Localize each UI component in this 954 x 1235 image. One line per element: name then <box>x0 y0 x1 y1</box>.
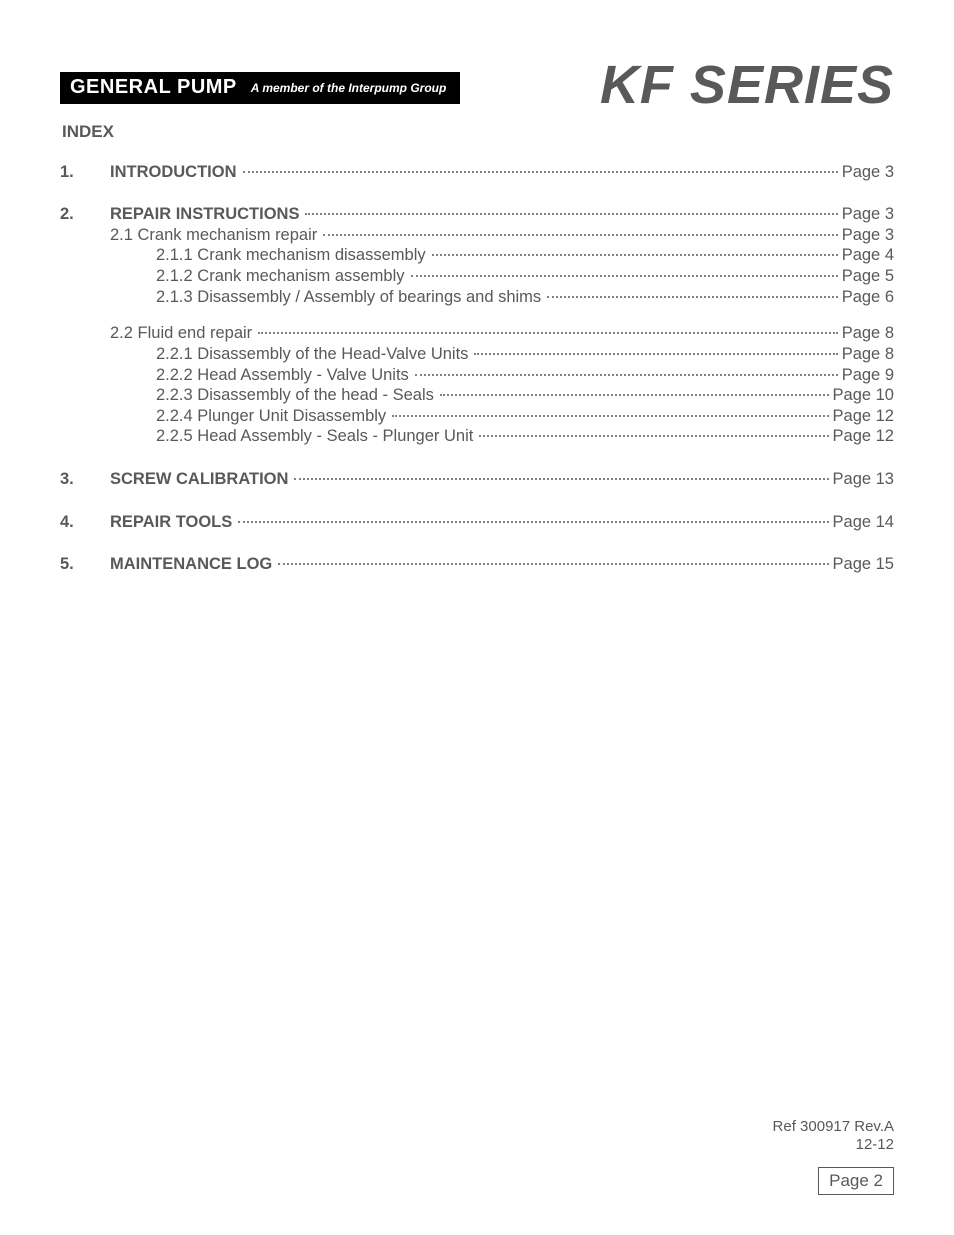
toc-label: 2.1.3 Disassembly / Assembly of bearings… <box>156 287 541 308</box>
series-title: KF SERIES <box>600 61 894 110</box>
brand-bar: GENERAL PUMP A member of the Interpump G… <box>60 72 460 104</box>
toc-page: Page 3 <box>842 225 894 246</box>
toc-leader-dots <box>238 521 828 523</box>
toc-number: 3. <box>60 469 110 490</box>
toc-label: 2.2.1 Disassembly of the Head-Valve Unit… <box>156 344 468 365</box>
toc-label: 2.1 Crank mechanism repair <box>110 225 317 246</box>
toc-gap <box>60 307 894 323</box>
toc-row: 2.2.3 Disassembly of the head - Seals Pag… <box>60 385 894 406</box>
toc-body: 2.1.1 Crank mechanism disassembly Page 4 <box>110 245 894 266</box>
header-row: GENERAL PUMP A member of the Interpump G… <box>60 55 894 104</box>
toc-label: MAINTENANCE LOG <box>110 554 272 575</box>
toc-number: 4. <box>60 512 110 533</box>
brand-tagline: A member of the Interpump Group <box>251 81 447 95</box>
toc-page: Page 8 <box>842 323 894 344</box>
toc-label: 2.2.2 Head Assembly - Valve Units <box>156 365 409 386</box>
toc-number: 1. <box>60 162 110 183</box>
toc-leader-dots <box>305 213 837 215</box>
toc-row: 4.REPAIR TOOLS Page 14 <box>60 512 894 533</box>
toc-row: 2.1 Crank mechanism repair Page 3 <box>60 225 894 246</box>
toc-label: 2.2.4 Plunger Unit Disassembly <box>156 406 386 427</box>
toc-page: Page 3 <box>842 204 894 225</box>
toc-leader-dots <box>479 435 828 437</box>
toc-label: INTRODUCTION <box>110 162 237 183</box>
toc-leader-dots <box>294 478 828 480</box>
table-of-contents: 1.INTRODUCTIONPage 32.REPAIR INSTRUCTION… <box>60 162 894 575</box>
toc-row: 2.2 Fluid end repair Page 8 <box>60 323 894 344</box>
toc-gap <box>60 490 894 512</box>
footer: Ref 300917 Rev.A 12-12 Page 2 <box>773 1118 894 1196</box>
toc-page: Page 13 <box>833 469 894 490</box>
toc-gap <box>60 182 894 204</box>
toc-label: 2.2.3 Disassembly of the head - Seals <box>156 385 434 406</box>
toc-leader-dots <box>258 332 838 334</box>
toc-body: 2.2.5 Head Assembly - Seals - Plunger Un… <box>110 426 894 447</box>
toc-body: MAINTENANCE LOG Page 15 <box>110 554 894 575</box>
toc-page: Page 5 <box>842 266 894 287</box>
toc-page: Page 9 <box>842 365 894 386</box>
toc-gap <box>60 447 894 469</box>
toc-body: 2.1.2 Crank mechanism assembly Page 5 <box>110 266 894 287</box>
toc-label: 2.2 Fluid end repair <box>110 323 252 344</box>
toc-row: 2.2.4 Plunger Unit Disassembly Page 12 <box>60 406 894 427</box>
toc-body: 2.2.4 Plunger Unit Disassembly Page 12 <box>110 406 894 427</box>
toc-label: 2.2.5 Head Assembly - Seals - Plunger Un… <box>156 426 473 447</box>
toc-label: 2.1.1 Crank mechanism disassembly <box>156 245 426 266</box>
toc-leader-dots <box>243 171 838 173</box>
toc-label: SCREW CALIBRATION <box>110 469 288 490</box>
toc-row: 2.1.3 Disassembly / Assembly of bearings… <box>60 287 894 308</box>
toc-row: 2.2.1 Disassembly of the Head-Valve Unit… <box>60 344 894 365</box>
footer-ref-line1: Ref 300917 Rev.A <box>773 1118 894 1137</box>
toc-body: 2.2 Fluid end repair Page 8 <box>110 323 894 344</box>
toc-row: 2.2.5 Head Assembly - Seals - Plunger Un… <box>60 426 894 447</box>
toc-row: 2.1.2 Crank mechanism assembly Page 5 <box>60 266 894 287</box>
toc-label: REPAIR INSTRUCTIONS <box>110 204 299 225</box>
toc-page: Page 6 <box>842 287 894 308</box>
toc-body: INTRODUCTION Page 3 <box>110 162 894 183</box>
toc-number: 5. <box>60 554 110 575</box>
toc-label: REPAIR TOOLS <box>110 512 232 533</box>
toc-page: Page 10 <box>833 385 894 406</box>
toc-row: 2.2.2 Head Assembly - Valve Units Page 9 <box>60 365 894 386</box>
toc-leader-dots <box>415 374 838 376</box>
toc-leader-dots <box>323 234 837 236</box>
toc-leader-dots <box>392 415 828 417</box>
toc-leader-dots <box>547 296 838 298</box>
toc-page: Page 15 <box>833 554 894 575</box>
toc-page: Page 8 <box>842 344 894 365</box>
toc-leader-dots <box>411 275 838 277</box>
toc-leader-dots <box>440 394 829 396</box>
toc-leader-dots <box>474 353 837 355</box>
toc-row: 2.1.1 Crank mechanism disassembly Page 4 <box>60 245 894 266</box>
toc-body: SCREW CALIBRATION Page 13 <box>110 469 894 490</box>
page-number-box: Page 2 <box>818 1167 894 1195</box>
brand-name: GENERAL PUMP <box>70 76 237 99</box>
page: GENERAL PUMP A member of the Interpump G… <box>0 0 954 1235</box>
toc-body: REPAIR INSTRUCTIONS Page 3 <box>110 204 894 225</box>
toc-body: 2.1.3 Disassembly / Assembly of bearings… <box>110 287 894 308</box>
toc-row: 3.SCREW CALIBRATION Page 13 <box>60 469 894 490</box>
toc-body: REPAIR TOOLS Page 14 <box>110 512 894 533</box>
toc-row: 5.MAINTENANCE LOG Page 15 <box>60 554 894 575</box>
toc-page: Page 14 <box>833 512 894 533</box>
toc-row: 2.REPAIR INSTRUCTIONS Page 3 <box>60 204 894 225</box>
toc-number: 2. <box>60 204 110 225</box>
toc-row: 1.INTRODUCTION Page 3 <box>60 162 894 183</box>
index-heading: INDEX <box>62 122 894 142</box>
toc-body: 2.2.3 Disassembly of the head - Seals Pag… <box>110 385 894 406</box>
toc-page: Page 12 <box>833 426 894 447</box>
toc-page: Page 12 <box>833 406 894 427</box>
toc-leader-dots <box>432 254 838 256</box>
toc-body: 2.1 Crank mechanism repair Page 3 <box>110 225 894 246</box>
toc-page: Page 3 <box>842 162 894 183</box>
toc-page: Page 4 <box>842 245 894 266</box>
toc-body: 2.2.1 Disassembly of the Head-Valve Unit… <box>110 344 894 365</box>
toc-body: 2.2.2 Head Assembly - Valve Units Page 9 <box>110 365 894 386</box>
toc-gap <box>60 532 894 554</box>
footer-ref-line2: 12-12 <box>773 1136 894 1155</box>
toc-leader-dots <box>278 563 828 565</box>
toc-label: 2.1.2 Crank mechanism assembly <box>156 266 405 287</box>
